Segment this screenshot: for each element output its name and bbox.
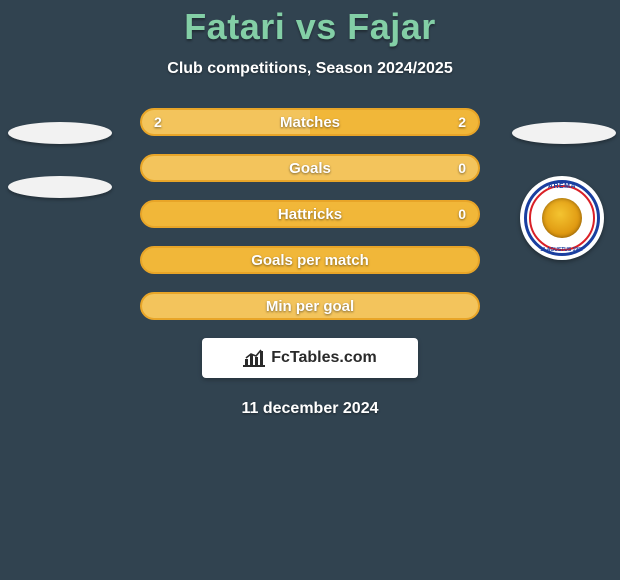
crest-top-text: AREMA [520, 183, 604, 190]
right-player-badge: AREMA 11 AGUSTUS 1987 [512, 122, 612, 260]
crest-center-icon [542, 198, 582, 238]
date-text: 11 december 2024 [0, 400, 620, 418]
stat-label: Goals [289, 160, 331, 177]
stat-row: Min per goal [0, 292, 620, 320]
stat-pill-goals: Goals 0 [140, 154, 480, 182]
brand-link[interactable]: FcTables.com [202, 338, 418, 378]
crest-bottom-text: 11 AGUSTUS 1987 [520, 247, 604, 253]
stat-label: Matches [280, 114, 340, 131]
stat-label: Hattricks [278, 206, 342, 223]
stat-pill-hattricks: Hattricks 0 [140, 200, 480, 228]
page-subtitle: Club competitions, Season 2024/2025 [0, 60, 620, 78]
placeholder-ellipse [8, 122, 112, 144]
stat-right-value: 0 [458, 156, 466, 180]
stat-pill-matches: 2 Matches 2 [140, 108, 480, 136]
page-title: Fatari vs Fajar [0, 0, 620, 48]
placeholder-ellipse [8, 176, 112, 198]
placeholder-ellipse [512, 122, 616, 144]
stat-label: Goals per match [251, 252, 369, 269]
stat-right-value: 0 [458, 202, 466, 226]
stat-left-value: 2 [154, 110, 162, 134]
left-player-badge [8, 122, 108, 230]
stat-pill-min-per-goal: Min per goal [140, 292, 480, 320]
bar-chart-icon [243, 349, 265, 367]
stat-right-value: 2 [458, 110, 466, 134]
club-crest: AREMA 11 AGUSTUS 1987 [520, 176, 604, 260]
stat-label: Min per goal [266, 298, 354, 315]
brand-text: FcTables.com [271, 349, 377, 367]
stat-pill-goals-per-match: Goals per match [140, 246, 480, 274]
